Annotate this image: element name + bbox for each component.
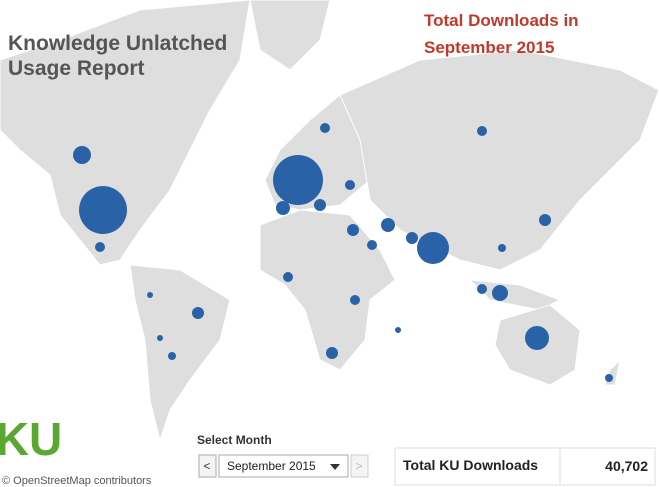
bubble — [95, 242, 105, 252]
bubble — [347, 224, 359, 236]
bubble — [417, 232, 449, 264]
logo: KU — [0, 413, 62, 465]
bubble — [283, 272, 293, 282]
africa — [259, 209, 396, 371]
attribution: © OpenStreetMap contributors — [2, 475, 152, 487]
south-america — [129, 264, 231, 442]
next-arrow: > — [355, 459, 362, 473]
select-label: Select Month — [197, 433, 272, 447]
prev-button[interactable] — [198, 454, 217, 478]
prev-arrow: < — [203, 459, 210, 473]
bubble — [276, 201, 290, 215]
bubble — [345, 180, 355, 190]
bubble — [168, 352, 176, 360]
greenland — [249, 0, 331, 71]
bubble — [539, 214, 551, 226]
bubble — [192, 307, 204, 319]
bubble — [498, 244, 506, 252]
bubble — [477, 284, 487, 294]
bubble — [73, 146, 91, 164]
summary-label: Total KU Downloads — [403, 457, 538, 473]
selected-month: September 2015 — [227, 459, 316, 473]
bubble — [477, 126, 487, 136]
bubble — [395, 327, 401, 333]
bubble — [350, 295, 360, 305]
asia — [339, 49, 659, 271]
title-line: Usage Report — [8, 57, 145, 80]
download-bubbles — [73, 123, 613, 382]
north-america — [0, 0, 251, 266]
bubble — [367, 240, 377, 250]
bubble — [492, 285, 508, 301]
bubble — [157, 335, 163, 341]
bubble — [273, 155, 323, 205]
bubble — [605, 374, 613, 382]
summary-box — [394, 447, 656, 486]
bubble — [314, 199, 326, 211]
bubble — [525, 326, 549, 350]
subtitle-line: Total Downloads in — [424, 11, 579, 30]
bubble — [381, 218, 395, 232]
month-dropdown[interactable] — [218, 454, 349, 478]
bubble — [406, 232, 418, 244]
logo-bg — [3, 415, 55, 455]
next-button[interactable] — [350, 454, 369, 478]
bubble — [320, 123, 330, 133]
bubble — [79, 186, 127, 234]
bubble — [147, 292, 153, 298]
dropdown-arrow — [330, 464, 340, 470]
title-line: Knowledge Unlatched — [8, 32, 227, 55]
subtitle-line: September 2015 — [424, 38, 554, 57]
bubble — [326, 347, 338, 359]
summary-value: 40,702 — [605, 458, 648, 474]
